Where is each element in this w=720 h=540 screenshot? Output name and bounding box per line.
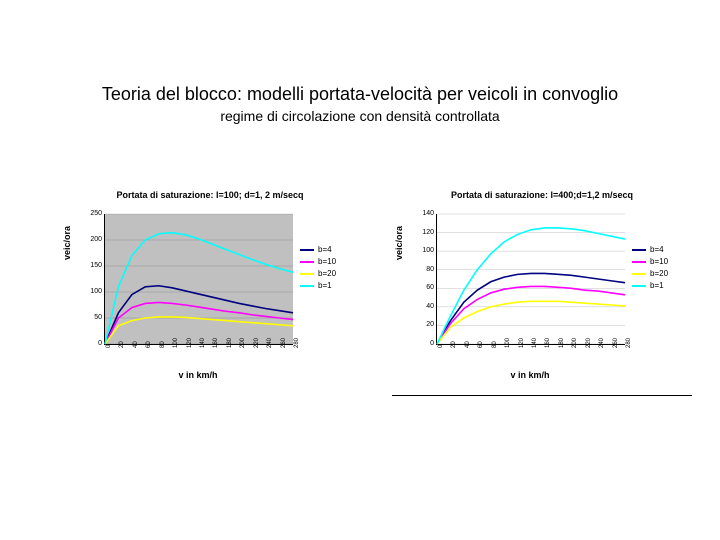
y-tick: 200 bbox=[82, 236, 102, 243]
y-tick: 80 bbox=[414, 266, 434, 273]
series-line bbox=[105, 317, 293, 344]
y-tick: 20 bbox=[414, 321, 434, 328]
x-tick: 0 bbox=[438, 345, 444, 348]
series-line bbox=[105, 233, 293, 344]
legend-item: b=20 bbox=[300, 269, 350, 278]
x-tick: 240 bbox=[267, 338, 273, 348]
legend-label: b=10 bbox=[650, 257, 668, 266]
x-tick: 160 bbox=[545, 338, 551, 348]
x-tick: 280 bbox=[626, 338, 632, 348]
y-tick: 100 bbox=[414, 247, 434, 254]
legend-item: b=1 bbox=[300, 281, 350, 290]
x-tick: 120 bbox=[187, 338, 193, 348]
y-tick: 60 bbox=[414, 284, 434, 291]
legend-label: b=20 bbox=[318, 269, 336, 278]
legend-swatch bbox=[632, 285, 646, 287]
x-tick: 200 bbox=[572, 338, 578, 348]
chart-right: Portata di saturazione: l=400;d=1,2 m/se… bbox=[392, 190, 692, 390]
legend-swatch bbox=[632, 273, 646, 275]
legend-swatch bbox=[300, 273, 314, 275]
legend-item: b=20 bbox=[632, 269, 682, 278]
series-line bbox=[437, 286, 625, 344]
y-tick: 40 bbox=[414, 303, 434, 310]
y-tick: 0 bbox=[82, 340, 102, 347]
y-tick: 250 bbox=[82, 210, 102, 217]
page-title: Teoria del blocco: modelli portata-veloc… bbox=[0, 84, 720, 105]
chart-left: Portata di saturazione: l=100; d=1, 2 m/… bbox=[60, 190, 360, 390]
x-tick: 40 bbox=[133, 341, 139, 348]
y-tick: 100 bbox=[82, 288, 102, 295]
x-tick: 260 bbox=[613, 338, 619, 348]
x-axis-label: v in km/h bbox=[436, 370, 624, 380]
legend-item: b=4 bbox=[300, 245, 350, 254]
x-tick: 20 bbox=[451, 341, 457, 348]
x-tick: 200 bbox=[240, 338, 246, 348]
x-tick: 140 bbox=[200, 338, 206, 348]
x-tick: 0 bbox=[106, 345, 112, 348]
legend-item: b=4 bbox=[632, 245, 682, 254]
x-axis-label: v in km/h bbox=[104, 370, 292, 380]
x-tick: 120 bbox=[519, 338, 525, 348]
legend: b=4 b=10 b=20 b=1 bbox=[632, 242, 682, 293]
x-tick: 60 bbox=[478, 341, 484, 348]
legend-swatch bbox=[300, 285, 314, 287]
legend: b=4 b=10 b=20 b=1 bbox=[300, 242, 350, 293]
y-axis-label: veic/ora bbox=[62, 226, 72, 260]
x-tick: 60 bbox=[146, 341, 152, 348]
x-tick: 220 bbox=[586, 338, 592, 348]
y-tick: 150 bbox=[82, 262, 102, 269]
y-tick: 0 bbox=[414, 340, 434, 347]
x-tick: 260 bbox=[281, 338, 287, 348]
x-tick: 160 bbox=[213, 338, 219, 348]
x-tick: 20 bbox=[119, 341, 125, 348]
x-tick: 240 bbox=[599, 338, 605, 348]
legend-swatch bbox=[300, 249, 314, 251]
legend-label: b=4 bbox=[650, 245, 664, 254]
x-tick: 180 bbox=[227, 338, 233, 348]
x-tick: 80 bbox=[492, 341, 498, 348]
x-tick: 100 bbox=[505, 338, 511, 348]
page-root: Teoria del blocco: modelli portata-veloc… bbox=[0, 0, 720, 540]
plot-area bbox=[436, 214, 625, 345]
legend-swatch bbox=[632, 261, 646, 263]
x-tick: 220 bbox=[254, 338, 260, 348]
chart-title: Portata di saturazione: l=400;d=1,2 m/se… bbox=[392, 190, 692, 200]
x-tick: 100 bbox=[173, 338, 179, 348]
legend-item: b=1 bbox=[632, 281, 682, 290]
legend-label: b=1 bbox=[318, 281, 332, 290]
x-tick: 80 bbox=[160, 341, 166, 348]
plot-area bbox=[104, 214, 293, 345]
x-tick: 40 bbox=[465, 341, 471, 348]
legend-item: b=10 bbox=[300, 257, 350, 266]
y-tick: 50 bbox=[82, 314, 102, 321]
legend-swatch bbox=[300, 261, 314, 263]
legend-label: b=4 bbox=[318, 245, 332, 254]
legend-item: b=10 bbox=[632, 257, 682, 266]
page-subtitle: regime di circolazione con densità contr… bbox=[0, 108, 720, 124]
x-tick: 180 bbox=[559, 338, 565, 348]
series-line bbox=[105, 286, 293, 344]
y-axis-label: veic/ora bbox=[394, 226, 404, 260]
y-tick: 120 bbox=[414, 229, 434, 236]
x-tick: 140 bbox=[532, 338, 538, 348]
chart-title: Portata di saturazione: l=100; d=1, 2 m/… bbox=[60, 190, 360, 200]
y-tick: 140 bbox=[414, 210, 434, 217]
legend-swatch bbox=[632, 249, 646, 251]
legend-label: b=20 bbox=[650, 269, 668, 278]
legend-label: b=1 bbox=[650, 281, 664, 290]
legend-label: b=10 bbox=[318, 257, 336, 266]
divider-right bbox=[392, 395, 692, 396]
x-tick: 280 bbox=[294, 338, 300, 348]
